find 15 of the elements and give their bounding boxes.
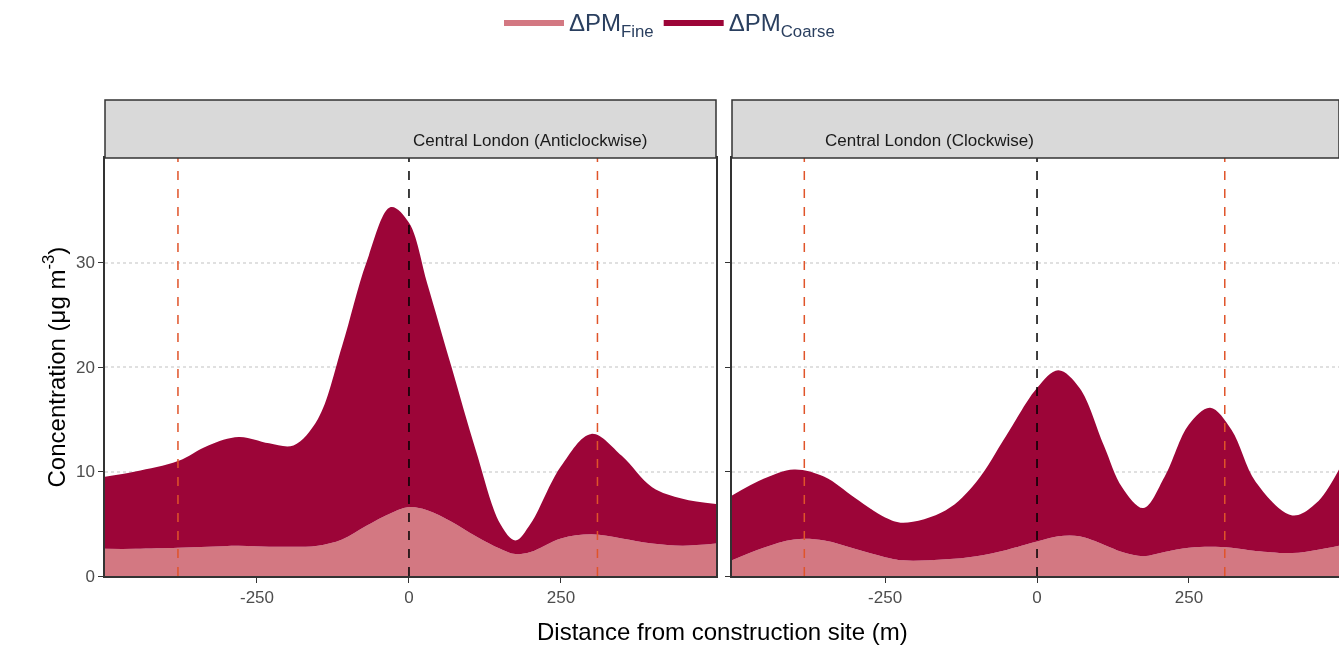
legend-label: ΔPM$_{Coarse}$ xyxy=(728,9,835,41)
legend-label: ΔPM$_{Fine}$ xyxy=(569,9,654,41)
chart-title: Central London (Clockwise) xyxy=(825,131,1034,150)
y-tick-label: 30 xyxy=(75,253,95,273)
y-tick-label: 10 xyxy=(75,462,95,482)
x-tick-label: 250 xyxy=(1174,588,1204,608)
x-tick-label: 0 xyxy=(1032,588,1042,608)
y-tick-label: 20 xyxy=(75,357,95,377)
chart-title: Central London (Anticlockwise) xyxy=(413,131,648,150)
x-tick-label: -250 xyxy=(239,588,275,608)
y-tick-label: 0 xyxy=(85,566,95,586)
x-tick-label: -250 xyxy=(868,588,903,608)
x-tick-label: 0 xyxy=(404,588,414,608)
x-axis-title: Distance from construction site (m) xyxy=(537,618,908,645)
x-tick-label: 250 xyxy=(546,588,576,608)
